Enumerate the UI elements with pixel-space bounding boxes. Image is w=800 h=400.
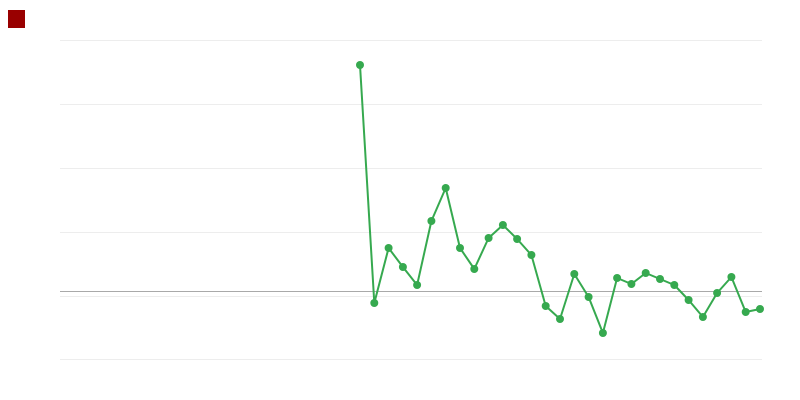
data-point-marker [541, 302, 550, 310]
data-point-marker [727, 273, 736, 281]
data-point-marker [441, 184, 450, 192]
data-point-marker [641, 269, 650, 277]
data-point-marker [456, 244, 464, 252]
data-point-marker [484, 234, 493, 242]
data-point-marker [384, 244, 393, 252]
data-point-marker [513, 235, 522, 243]
series-line [359, 64, 761, 334]
data-point-marker [584, 293, 593, 301]
data-point-marker [356, 61, 364, 69]
data-point-marker [756, 305, 764, 313]
data-point-marker [570, 270, 579, 278]
data-point-marker [713, 289, 722, 297]
data-point-marker [527, 251, 536, 259]
data-point-marker [470, 265, 479, 273]
data-point-marker [498, 221, 507, 229]
data-point-marker [656, 275, 664, 283]
data-point-marker [398, 263, 407, 271]
data-point-marker [684, 296, 693, 304]
data-point-marker [698, 313, 707, 321]
data-point-marker [613, 274, 622, 282]
data-point-marker [670, 281, 679, 289]
data-point-marker [627, 280, 636, 288]
data-point-marker [598, 329, 607, 337]
data-point-marker [370, 299, 379, 307]
data-point-marker [413, 281, 422, 289]
red-annotation-box [8, 10, 25, 28]
data-point-marker [556, 315, 564, 323]
data-point-marker [427, 217, 436, 225]
data-point-marker [741, 308, 750, 316]
